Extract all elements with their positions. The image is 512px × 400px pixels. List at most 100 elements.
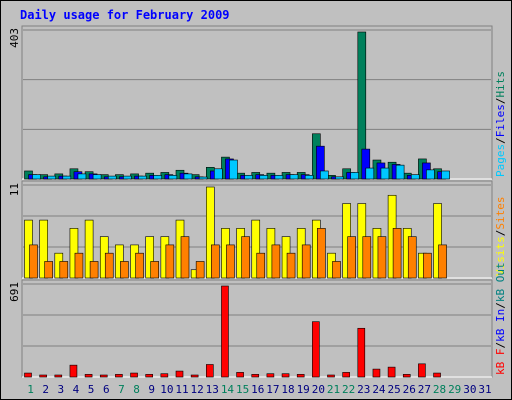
bar-kbf xyxy=(54,374,63,378)
panel-frame xyxy=(21,279,493,378)
legend-entry-kbin: kB In xyxy=(494,309,507,342)
bar-kbf xyxy=(130,372,138,378)
bar-kbf xyxy=(84,374,93,378)
y-max-label: 403 xyxy=(8,28,21,48)
x-tick-label: 31 xyxy=(478,383,491,396)
bar-pages xyxy=(289,174,299,180)
bar-kbf xyxy=(251,374,260,378)
bar-sites xyxy=(195,261,205,279)
bar-pages xyxy=(92,174,102,180)
x-tick-label: 2 xyxy=(42,383,49,396)
legend-entry-kbf: kB F xyxy=(494,349,507,376)
bar-kbf xyxy=(342,372,350,378)
bar-kbf xyxy=(266,373,275,378)
x-tick-label: 17 xyxy=(266,383,279,396)
bar-kbf xyxy=(221,285,229,378)
x-tick-label: 21 xyxy=(327,383,340,396)
bar-sites xyxy=(392,228,402,279)
x-tick-label: 29 xyxy=(448,383,461,396)
x-tick-label: 30 xyxy=(463,383,476,396)
bar-pages xyxy=(123,175,132,180)
bar-pages xyxy=(138,175,147,180)
bar-visits xyxy=(433,203,442,279)
bar-sites xyxy=(407,236,417,279)
bar-pages xyxy=(47,175,56,180)
x-tick-label: 25 xyxy=(387,383,400,396)
legend-separator: / xyxy=(494,230,507,237)
bar-pages xyxy=(410,174,420,180)
x-tick-label: 20 xyxy=(312,383,325,396)
x-tick-label: 16 xyxy=(251,383,264,396)
legend-separator: / xyxy=(494,302,507,309)
bar-kbf xyxy=(24,372,32,378)
bar-sites xyxy=(241,236,250,279)
bar-sites xyxy=(226,244,235,279)
bar-sites xyxy=(120,261,129,279)
x-tick-label: 24 xyxy=(372,383,386,396)
bar-kbf xyxy=(281,373,290,378)
bar-pages xyxy=(426,169,435,180)
legend-entry-sites: Sites xyxy=(494,197,507,230)
bar-pages xyxy=(244,175,253,180)
x-tick-label: 1 xyxy=(27,383,34,396)
bar-sites xyxy=(347,236,356,279)
bar-sites xyxy=(362,236,372,279)
x-tick-label: 6 xyxy=(103,383,110,396)
bar-visits xyxy=(206,186,215,279)
x-tick-label: 19 xyxy=(297,383,310,396)
bar-kbf xyxy=(296,374,305,378)
bar-sites xyxy=(317,228,326,279)
x-tick-label: 18 xyxy=(281,383,294,396)
bar-kbf xyxy=(115,374,123,378)
bar-kbf xyxy=(312,321,320,378)
bar-pages xyxy=(259,175,269,180)
bar-pages xyxy=(380,167,390,180)
legend-entry-pages: Pages xyxy=(494,144,507,177)
bar-sites xyxy=(150,261,159,279)
legend: kB F/kB In/kB Out xyxy=(494,262,507,375)
bar-pages xyxy=(183,173,193,180)
x-tick-label: 5 xyxy=(88,383,95,396)
bar-pages xyxy=(229,159,238,180)
x-tick-label: 13 xyxy=(206,383,219,396)
bar-sites xyxy=(165,244,175,279)
legend-separator: / xyxy=(494,137,507,144)
bar-pages xyxy=(198,176,208,180)
bar-kbf xyxy=(160,373,169,378)
bar-kbf xyxy=(327,374,335,378)
x-tick-label: 12 xyxy=(191,383,204,396)
bar-visits xyxy=(84,219,94,279)
x-tick-label: 3 xyxy=(57,383,64,396)
bar-visits xyxy=(251,219,261,279)
bar-sites xyxy=(135,252,144,279)
bar-kbf xyxy=(433,372,441,378)
bar-visits xyxy=(39,219,48,279)
x-tick-label: 28 xyxy=(433,383,446,396)
legend-entry-hits: Hits xyxy=(494,71,507,98)
x-tick-label: 10 xyxy=(160,383,173,396)
bar-sites xyxy=(211,244,220,279)
panel-frame xyxy=(21,25,493,180)
legend: Visits/Sites xyxy=(494,197,507,277)
bar-sites xyxy=(271,244,281,279)
bar-pages xyxy=(441,170,450,180)
y-max-label: 691 xyxy=(8,282,21,302)
bar-pages xyxy=(320,170,329,180)
chart-title: Daily usage for February 2009 xyxy=(20,8,230,22)
bar-sites xyxy=(89,261,99,279)
bar-sites xyxy=(59,261,69,279)
bar-kbf xyxy=(175,370,184,378)
bar-sites xyxy=(256,252,266,279)
bar-kbf xyxy=(387,366,396,378)
bar-pages xyxy=(214,168,223,180)
bar-pages xyxy=(395,164,405,180)
x-axis-labels: 1 2 3 4 5 6 7 8 9 10 11 12 13 14 15 16 17 18 19 20 21 22 23 24 2… xyxy=(27,383,491,396)
x-tick-label: 14 xyxy=(221,383,235,396)
bar-pages xyxy=(153,175,162,180)
bar-pages xyxy=(350,172,359,180)
bar-sites xyxy=(423,252,432,279)
x-tick-label: 4 xyxy=(73,383,80,396)
